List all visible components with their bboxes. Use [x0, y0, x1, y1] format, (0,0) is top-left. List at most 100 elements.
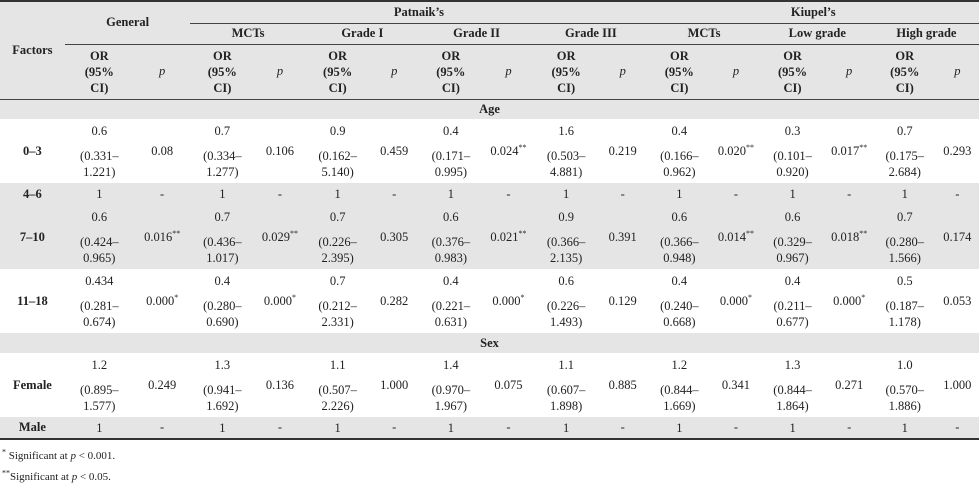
p-value: 0.249 [148, 377, 177, 392]
or-value: 0.6 (0.376– 0.983) [431, 209, 471, 265]
or-value: 1 [447, 420, 454, 435]
or-value: 1 [676, 420, 683, 435]
or-value: 0.4 (0.280– 0.690) [203, 273, 242, 329]
or-value: 0.434 (0.281– 0.674) [80, 273, 119, 329]
p-value: 0.282 [380, 293, 409, 308]
or-value: 1.3 (0.844– 1.864) [773, 357, 812, 413]
or-value: 1 [563, 187, 570, 201]
p-value: - [506, 186, 511, 201]
or-value: 1.4 (0.970– 1.967) [431, 357, 471, 413]
p-value-header: p [482, 44, 535, 100]
or-value: 0.3 (0.101– 0.920) [773, 123, 812, 179]
p-value: 0.014** [717, 228, 755, 244]
or-value: 0.6 (0.424– 0.965) [80, 209, 119, 265]
p-value: 0.106 [265, 143, 295, 158]
or-ci-header: OR (95% CI) [64, 44, 134, 100]
p-value: - [955, 420, 960, 434]
p-value: 0.885 [608, 377, 637, 392]
p-value: 0.174 [943, 229, 972, 244]
or-value: 0.6 (0.226– 1.493) [546, 273, 586, 329]
or-value: 0.7 (0.175– 2.684) [885, 123, 925, 179]
or-value: 1.6 (0.503– 4.881) [546, 123, 586, 179]
p-value: 0.459 [380, 143, 409, 158]
section-age-label: Age [479, 101, 500, 116]
factor-label: Female [12, 377, 52, 392]
odds-ratio-table: Factors General Patnaik’s Kiupel’s MCTs G… [0, 1, 979, 439]
table-row: 0–3 0.6 (0.331– 1.221) 0.08 0.7 (0.334– 1.277) 0… [0, 119, 979, 183]
factors-header: Factors [0, 1, 65, 100]
p-value: - [392, 186, 397, 201]
p-value-header: p [711, 44, 761, 100]
table-row: 11–18 0.434 (0.281– 0.674) 0.000* 0.4 (0.280– 0… [0, 269, 979, 333]
or-value: 1 [334, 187, 341, 201]
p-value-header: p [133, 44, 191, 100]
p-value: 0.000* [146, 292, 179, 308]
or-value: 0.4 (0.240– 0.668) [660, 273, 699, 329]
p-value: 0.000* [492, 292, 525, 308]
p-value: - [847, 420, 852, 434]
subgroup-header: MCTs [190, 23, 306, 45]
or-value: 0.7 (0.226– 2.395) [318, 209, 357, 265]
or-value: 1.1 (0.507– 2.226) [318, 357, 357, 413]
p-value-header: p [598, 44, 648, 100]
p-value: - [620, 186, 625, 201]
or-value: 1 [563, 420, 570, 435]
section-sex-label: Sex [480, 335, 499, 350]
factor-label: 11–18 [17, 293, 48, 308]
or-ci-header: OR (95% CI) [760, 44, 825, 100]
or-value: 1 [447, 187, 454, 201]
p-value: - [160, 186, 165, 201]
p-value: 0.018** [831, 228, 868, 244]
or-value: 0.5 (0.187– 1.178) [885, 273, 925, 329]
p-value: 0.000* [263, 292, 297, 308]
or-value: 1 [96, 187, 103, 201]
or-value: 1.2 (0.895– 1.577) [80, 357, 119, 413]
or-value: 0.4 (0.211– 0.677) [773, 273, 812, 329]
or-ci-header: OR (95% CI) [647, 44, 712, 100]
subgroup-header: Grade III [534, 23, 648, 45]
footnotes: * Significant at p < 0.001. **Significan… [0, 446, 979, 488]
p-value: 0.000* [719, 292, 753, 308]
p-value: 0.391 [608, 229, 637, 244]
p-value: - [955, 186, 960, 201]
or-ci-header: OR (95% CI) [534, 44, 599, 100]
p-value: - [620, 420, 625, 434]
subgroup-header: Grade I [305, 23, 419, 45]
p-value: 0.129 [608, 293, 637, 308]
or-value: 1 [219, 187, 226, 201]
or-value: 1.3 (0.941– 1.692) [203, 357, 242, 413]
p-value: - [277, 420, 283, 434]
or-ci-header: OR (95% CI) [190, 44, 255, 100]
p-value-header: p [254, 44, 306, 100]
or-value: 1 [789, 420, 796, 435]
p-value: 0.000* [833, 292, 866, 308]
table-row: 7–10 0.6 (0.424– 0.965) 0.016** 0.7 (0.436– 1.0… [0, 205, 979, 269]
or-value: 1 [96, 420, 103, 435]
p-value: 0.053 [943, 293, 972, 308]
or-value: 0.6 (0.331– 1.221) [80, 123, 119, 179]
or-value: 0.7 (0.436– 1.017) [203, 209, 242, 265]
or-ci-header: OR (95% CI) [305, 44, 370, 100]
or-ci-header: OR (95% CI) [873, 44, 936, 100]
kiupel-header: Kiupel’s [647, 1, 979, 24]
or-value: 1 [334, 420, 341, 435]
or-value: 1.0 (0.570– 1.886) [885, 357, 925, 413]
subgroup-header: Grade II [418, 23, 535, 45]
p-value: 0.293 [943, 143, 972, 158]
factor-label: Male [18, 420, 46, 434]
table-row: Female 1.2 (0.895– 1.577) 0.249 1.3 (0.941– 1.6… [0, 353, 979, 417]
p-value: - [506, 420, 511, 434]
or-value: 1.2 (0.844– 1.669) [660, 357, 699, 413]
p-value: 1.000 [380, 377, 409, 392]
or-value: 0.9 (0.162– 5.140) [318, 123, 357, 179]
or-value: 0.6 (0.366– 0.948) [660, 209, 699, 265]
or-value: 1 [901, 187, 908, 201]
or-value: 0.6 (0.329– 0.967) [773, 209, 812, 265]
p-value: - [847, 186, 852, 201]
general-header: General [64, 1, 191, 45]
or-value: 1.1 (0.607– 1.898) [546, 357, 586, 413]
p-value: - [160, 420, 165, 434]
p-value-header: p [824, 44, 874, 100]
p-value: - [733, 186, 739, 201]
or-value: 1 [789, 187, 796, 201]
